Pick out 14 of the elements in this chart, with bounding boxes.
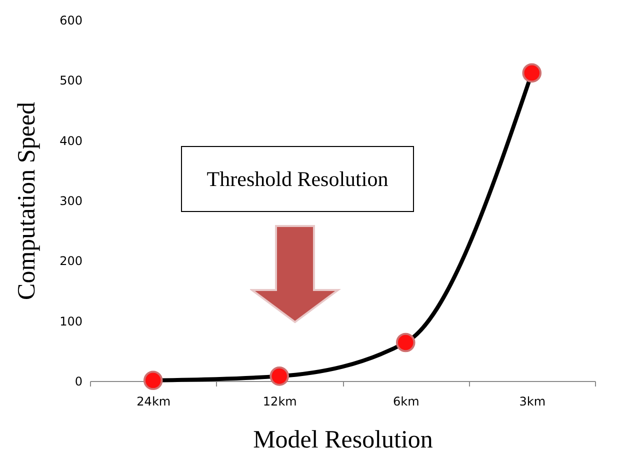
x-tick-label: 24km (136, 394, 171, 408)
x-tick-label: 12km (262, 394, 297, 408)
y-tick-label: 600 (60, 14, 82, 28)
y-tick-label: 100 (60, 314, 82, 328)
x-axis-title: Model Resolution (253, 426, 434, 454)
annotation: Threshold Resolution (181, 146, 414, 212)
y-tick-label: 500 (60, 74, 82, 88)
x-tick-label: 3km (519, 394, 546, 408)
y-tick-label: 400 (60, 134, 82, 148)
y-tick-label: 300 (60, 194, 82, 208)
y-axis-title: Computation Speed (14, 102, 41, 300)
x-tick-label: 6km (392, 394, 420, 408)
y-tick-label: 0 (74, 374, 82, 388)
y-tick-label: 200 (60, 254, 82, 268)
